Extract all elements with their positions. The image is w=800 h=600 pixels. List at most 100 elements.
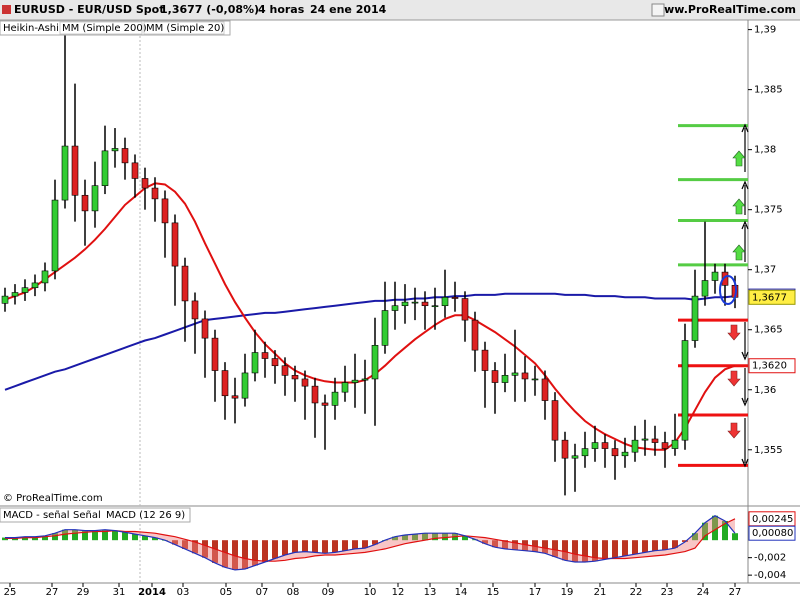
candle-body [191, 300, 199, 320]
candle-body [421, 301, 429, 307]
macd-bar [662, 540, 668, 550]
candle-body [111, 148, 119, 152]
candle-body [281, 365, 289, 376]
price-tag-label: 1,3677 [752, 292, 787, 303]
candle-body [81, 194, 89, 212]
x-tick-label: 24 [697, 587, 710, 598]
macd-bar [432, 533, 438, 541]
macd-bar [412, 534, 418, 541]
candle-body [711, 271, 719, 281]
macd-bar [222, 540, 228, 568]
macd-bar [352, 540, 358, 549]
candle-body [261, 352, 269, 359]
candle-body [161, 198, 169, 224]
quote: 1,3677 (-0,08%) [160, 3, 259, 16]
price-tag [748, 358, 796, 374]
macd-bar [132, 534, 138, 541]
x-tick-label: 13 [424, 587, 437, 598]
candle-body [211, 337, 219, 371]
candle-body [661, 442, 669, 449]
macd-bar [442, 533, 448, 541]
y-tick-label: 1,375 [754, 205, 783, 216]
legend-style: Heikin-Ashi [3, 23, 59, 34]
candle-body [451, 297, 459, 299]
candle-body [381, 310, 389, 346]
candle-body [611, 448, 619, 457]
macd-bar [622, 540, 628, 556]
candle-body [251, 352, 259, 374]
y-tick-label: 1,38 [754, 145, 776, 156]
price-tag-label: 1,3620 [752, 361, 787, 372]
macd-bar [702, 522, 708, 541]
macd-bar [72, 529, 78, 541]
candle-body [11, 292, 19, 297]
candle-body [431, 305, 439, 308]
menu-button[interactable] [651, 3, 665, 17]
candle-body [371, 345, 379, 380]
price-tag-label: 0,00080 [752, 528, 793, 539]
candle-body [601, 442, 609, 449]
macd-bar [372, 540, 378, 545]
macd-bar [32, 536, 38, 541]
candle-body [171, 222, 179, 267]
candle-body [201, 318, 209, 339]
macd-bar [142, 535, 148, 541]
macd-bar [342, 540, 348, 551]
macd-bar [262, 540, 268, 563]
candle-body [121, 148, 129, 164]
interval: 4 horas [258, 3, 305, 16]
macd-bar [692, 533, 698, 541]
macd-bar [312, 540, 318, 553]
legend-item: MACD - señal [3, 510, 70, 521]
y-tick-label: 1,355 [754, 445, 783, 456]
candle-body [401, 301, 409, 307]
macd-bar [392, 536, 398, 541]
x-tick-label: 10 [364, 587, 377, 598]
legend-item: Señal [73, 510, 101, 521]
candle-body [581, 448, 589, 457]
symbol-icon [2, 5, 11, 14]
macd-bar [22, 536, 28, 541]
macd-bar [302, 540, 308, 552]
macd-bar [582, 540, 588, 563]
macd-bar [422, 533, 428, 541]
x-tick-label: 23 [661, 587, 674, 598]
macd-bar [42, 535, 48, 541]
candle-body [311, 385, 319, 404]
candle-body [51, 199, 59, 272]
candle-body [491, 370, 499, 383]
macd-bar [52, 533, 58, 541]
x-tick-label: 27 [729, 587, 742, 598]
candle-body [101, 150, 109, 186]
candle-body [461, 298, 469, 321]
macd-bar [522, 540, 528, 551]
macd-bar [362, 540, 368, 549]
candle-body [291, 375, 299, 380]
macd-bar [192, 540, 198, 554]
x-tick-label: 27 [46, 587, 59, 598]
candle-body [531, 378, 539, 381]
up-signals [732, 150, 746, 261]
watermark: © ProRealTime.com [3, 493, 103, 504]
moving-average [4, 292, 736, 391]
candle-body [571, 455, 579, 459]
macd-bar [122, 532, 128, 541]
legend-box [143, 21, 225, 35]
candle-body [561, 439, 569, 459]
macd-bar [182, 540, 188, 549]
macd-bar [242, 540, 248, 570]
x-tick-label: 17 [529, 587, 542, 598]
candle-body [271, 358, 279, 367]
macd-bar [562, 540, 568, 561]
y-tick-label: 1,39 [754, 25, 776, 36]
macd-bar [332, 540, 338, 553]
candle-body [511, 372, 519, 376]
x-tick-label: 2014 [138, 587, 166, 598]
macd-bar [502, 540, 508, 549]
x-tick-label: 08 [287, 587, 300, 598]
macd-bar [62, 529, 68, 541]
candle-body [341, 382, 349, 393]
candle-body [351, 379, 359, 383]
candle-body [361, 378, 369, 381]
site: www.ProRealTime.com [654, 3, 796, 16]
